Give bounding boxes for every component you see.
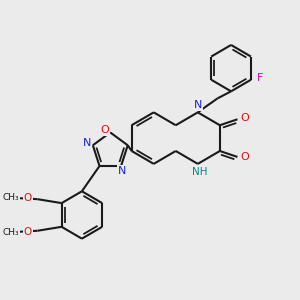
Text: N: N	[83, 138, 91, 148]
Text: O: O	[240, 113, 249, 123]
Text: F: F	[256, 73, 263, 83]
Text: NH: NH	[192, 167, 208, 177]
Text: CH₃: CH₃	[3, 193, 19, 202]
Text: CH₃: CH₃	[3, 228, 19, 237]
Text: O: O	[23, 193, 32, 203]
Text: O: O	[100, 125, 109, 136]
Text: N: N	[118, 166, 126, 176]
Text: O: O	[240, 152, 249, 162]
Text: O: O	[23, 227, 32, 237]
Text: N: N	[194, 100, 202, 110]
